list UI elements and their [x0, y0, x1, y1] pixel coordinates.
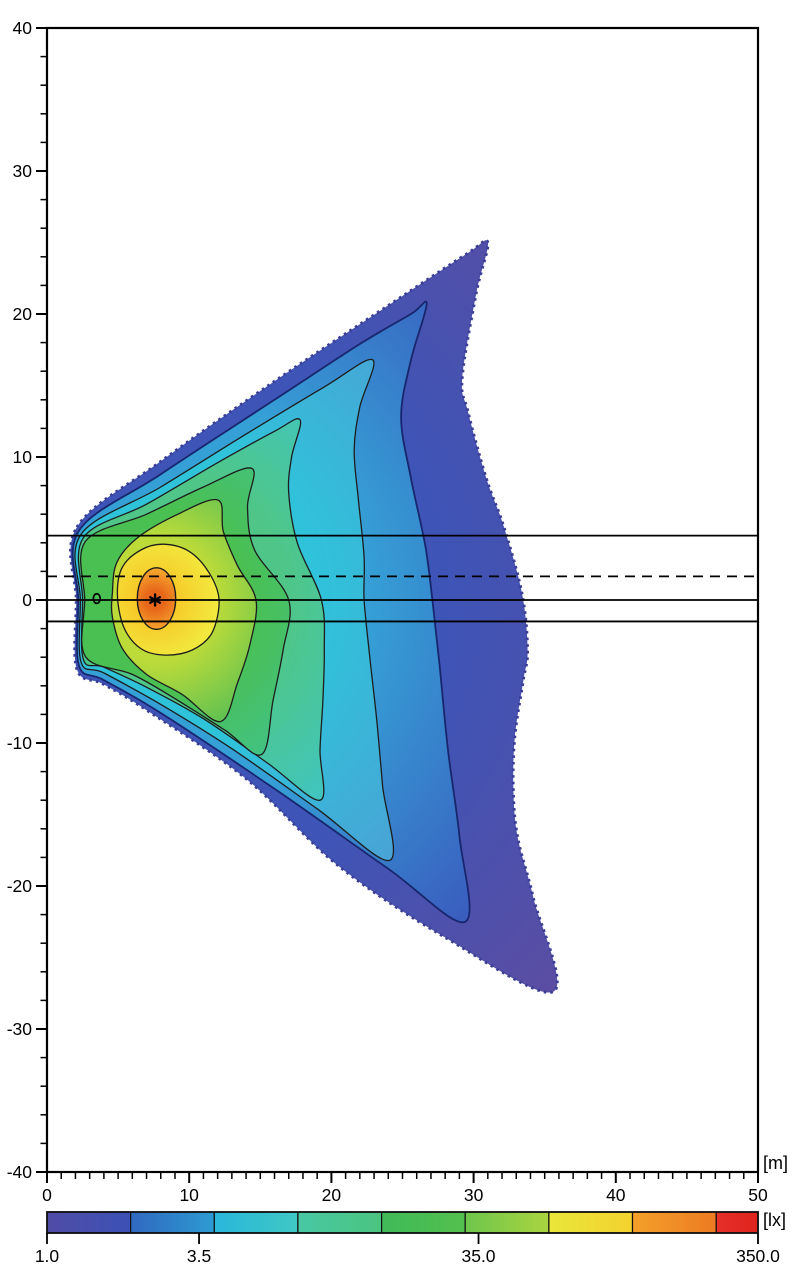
colorbar-tick-label: 35.0: [461, 1246, 495, 1266]
colorbar-tick-label: 1.0: [35, 1246, 60, 1266]
pole-symbol: [92, 592, 102, 605]
axes: 40 30 20 10 0 -10 -20 -30 -40 0 10 20 30 40 50: [7, 18, 768, 1205]
y-tick-label: 30: [13, 161, 33, 181]
colorbar-border: [46, 1211, 759, 1234]
x-tick-label: 40: [606, 1185, 626, 1205]
colorbar-segment: [631, 1211, 717, 1234]
y-tick-label: 20: [13, 304, 33, 324]
y-tick-label: -30: [7, 1019, 33, 1039]
colorbar-segment: [297, 1211, 383, 1234]
colorbar-tick-label: 3.5: [187, 1246, 211, 1266]
x-tick-label: 10: [179, 1185, 199, 1205]
reference-lines: [47, 534, 758, 623]
luminaire-star-marker: [149, 593, 162, 607]
markers: [92, 592, 162, 607]
x-tick-label: 0: [42, 1185, 52, 1205]
x-tick-label: 20: [322, 1185, 342, 1205]
colorbar-tick-label: 350.0: [736, 1246, 780, 1266]
star-center: [153, 598, 157, 602]
x-tick-label: 30: [464, 1185, 484, 1205]
colorbar-segment: [130, 1211, 215, 1234]
colorbar-segment: [46, 1211, 132, 1234]
y-tick-label: 0: [22, 590, 32, 610]
x-axis-unit-label: [m]: [763, 1153, 788, 1173]
y-tick-label: -40: [7, 1162, 33, 1182]
y-tick-label: 40: [13, 18, 33, 38]
colorbar-segment: [380, 1211, 466, 1234]
x-tick-label: 50: [748, 1185, 768, 1205]
colorbar-segment: [464, 1211, 550, 1234]
colorbar-segment: [213, 1211, 299, 1234]
isolux-bands: [69, 238, 559, 994]
colorbar-segment: [715, 1211, 759, 1234]
y-tick-label: 10: [13, 447, 33, 467]
colorbar-segment: [548, 1211, 634, 1234]
colorbar-unit-label: [lx]: [763, 1210, 787, 1230]
colorbar: 1.0 3.5 35.0 350.0: [35, 1211, 780, 1266]
y-tick-label: -10: [7, 733, 33, 753]
y-tick-label: -20: [7, 876, 33, 896]
